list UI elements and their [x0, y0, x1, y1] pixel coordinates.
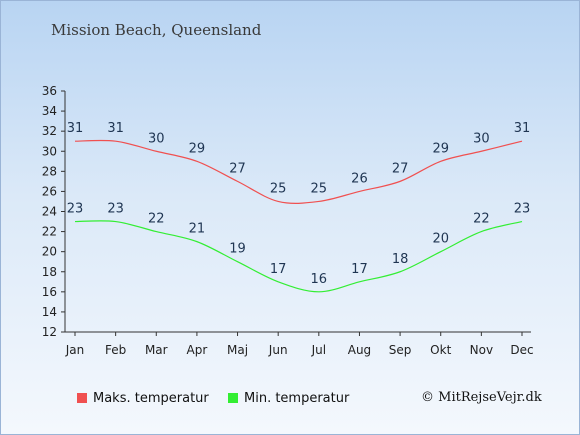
data-label-min-aug: 17: [351, 262, 368, 277]
data-label-max-maj: 27: [229, 161, 246, 176]
legend-label-min: Min. temperatur: [244, 391, 350, 406]
data-label-max-mar: 30: [148, 131, 165, 146]
legend-swatch-max: [77, 393, 87, 403]
x-tick-label-sep: Sep: [389, 343, 412, 357]
series-line-max: [74, 139, 523, 204]
data-label-max-feb: 31: [107, 121, 124, 136]
data-label-max-jan: 31: [67, 121, 84, 136]
data-label-min-feb: 23: [107, 202, 124, 217]
y-tick-label-26: 26: [42, 184, 57, 198]
data-label-max-aug: 26: [351, 171, 368, 186]
x-tick-label-dec: Dec: [510, 343, 533, 357]
data-label-min-apr: 21: [189, 222, 206, 237]
x-tick-label-aug: Aug: [348, 343, 371, 357]
data-label-min-mar: 22: [148, 212, 165, 227]
data-label-min-nov: 22: [473, 212, 490, 227]
copyright-text: © MitRejseVejr.dk: [421, 390, 542, 405]
y-tick-label-24: 24: [42, 205, 57, 219]
x-tick-label-jul: Jul: [311, 343, 326, 357]
data-label-max-sep: 27: [392, 161, 409, 176]
legend-swatch-min: [228, 393, 238, 403]
data-label-min-dec: 23: [514, 202, 531, 217]
x-tick-label-jan: Jan: [65, 343, 85, 357]
data-label-min-maj: 19: [229, 242, 246, 257]
data-label-max-jun: 25: [270, 181, 287, 196]
y-tick-label-30: 30: [42, 144, 57, 158]
data-label-max-apr: 29: [189, 141, 206, 156]
y-tick-label-28: 28: [42, 164, 57, 178]
legend-item-max: Maks. temperatur: [77, 391, 209, 406]
y-tick-label-12: 12: [42, 325, 57, 339]
y-tick-label-18: 18: [42, 265, 57, 279]
data-label-max-nov: 30: [473, 131, 490, 146]
x-tick-label-feb: Feb: [105, 343, 126, 357]
chart-title: Mission Beach, Queensland: [51, 21, 262, 39]
legend-item-min: Min. temperatur: [228, 391, 349, 406]
x-tick-label-apr: Apr: [187, 343, 208, 357]
y-tick-label-16: 16: [42, 285, 57, 299]
y-tick-label-14: 14: [42, 305, 57, 319]
data-label-min-jun: 17: [270, 262, 287, 277]
data-label-max-okt: 29: [432, 141, 449, 156]
x-tick-label-nov: Nov: [470, 343, 493, 357]
x-tick-label-okt: Okt: [430, 343, 451, 357]
y-tick-label-20: 20: [42, 245, 57, 259]
x-tick-label-mar: Mar: [145, 343, 168, 357]
y-tick-label-34: 34: [42, 104, 57, 118]
data-label-min-okt: 20: [432, 232, 449, 247]
y-tick-label-32: 32: [42, 124, 57, 138]
data-label-min-jan: 23: [67, 202, 84, 217]
x-tick-label-maj: Maj: [227, 343, 248, 357]
x-tick-label-jun: Jun: [268, 343, 288, 357]
y-tick-label-36: 36: [42, 84, 57, 98]
data-label-min-jul: 16: [311, 272, 328, 287]
data-label-max-dec: 31: [514, 121, 531, 136]
data-label-max-jul: 25: [311, 181, 328, 196]
y-tick-label-22: 22: [42, 225, 57, 239]
data-label-min-sep: 18: [392, 252, 409, 267]
series-line-min: [74, 220, 523, 293]
legend-label-max: Maks. temperatur: [93, 391, 209, 406]
